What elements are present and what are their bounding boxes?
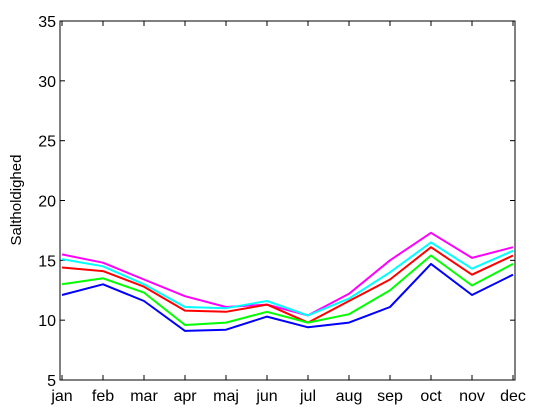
y-tick-label: 15 <box>38 253 56 270</box>
x-tick-label: apr <box>173 388 197 405</box>
x-tick-label: oct <box>420 388 442 405</box>
series-line-1 <box>61 231 514 317</box>
axis-ticks: 5 10 15 20 25 30 35 jan feb mar apr maj jun jul aug sep… <box>38 14 526 405</box>
x-tick-label: jun <box>255 388 277 405</box>
y-tick-label: 30 <box>38 74 56 91</box>
x-tick-label: sep <box>377 388 403 405</box>
series-line-3 <box>61 246 514 324</box>
x-tick-label: feb <box>92 388 114 405</box>
y-tick-label: 35 <box>38 14 56 31</box>
x-tick-label: nov <box>459 388 485 405</box>
y-tick-label: 25 <box>38 134 56 151</box>
series-line-2 <box>61 241 514 317</box>
y-tick-label: 20 <box>38 194 56 211</box>
series-line-5 <box>61 262 514 332</box>
x-tick-label: dec <box>500 388 526 405</box>
x-tick-label: jul <box>299 388 316 405</box>
y-tick-label: 10 <box>38 313 56 330</box>
series-line-4 <box>61 254 514 326</box>
x-tick-label: mar <box>130 388 158 405</box>
series-lines <box>61 231 514 332</box>
x-tick-label: maj <box>213 388 239 405</box>
y-axis-label: Saltholdighed <box>8 155 25 246</box>
x-tick-label: aug <box>336 388 363 405</box>
x-tick-label: jan <box>50 388 72 405</box>
y-tick-label: 5 <box>47 373 56 390</box>
plot-area <box>59 20 516 381</box>
